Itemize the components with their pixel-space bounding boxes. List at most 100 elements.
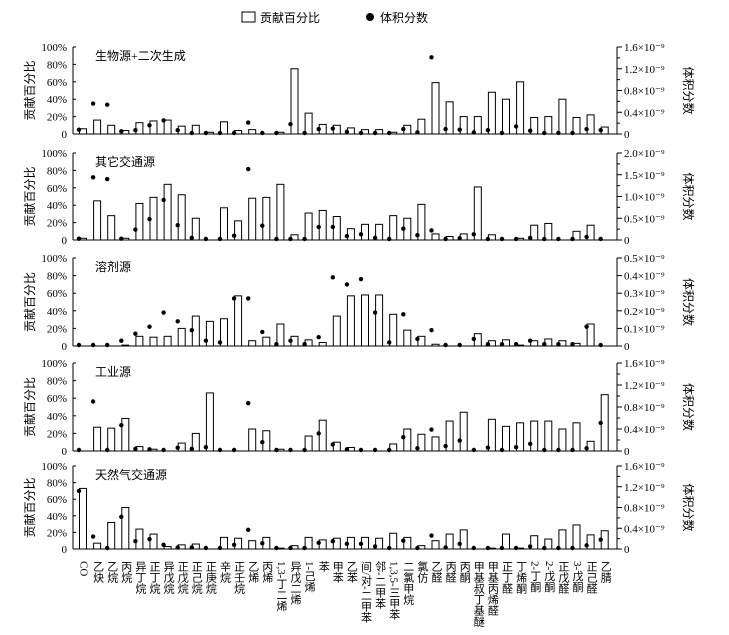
dot-氯仿 [415, 545, 420, 551]
dot-乙醛 [429, 533, 434, 538]
legend-dot-swatch [366, 13, 374, 21]
dot-正丁烷 [147, 447, 152, 452]
dot-异戊烷 [161, 118, 166, 123]
dot-正庚烷 [203, 545, 209, 551]
bar-异丁烷 [135, 335, 144, 347]
bar-2-丁酮 [530, 224, 539, 241]
dot-丁烯酮 [513, 236, 519, 242]
right-tick-label: 2.0×10⁻⁹ [624, 148, 665, 160]
dot-正丁烷 [147, 216, 152, 222]
x-tick-label: 甲基丙烯醛 [486, 561, 499, 616]
dot-3-戊酮 [570, 130, 575, 136]
x-tick-label: 甲基叔丁基醚 [472, 561, 485, 627]
dot-丙醛 [443, 236, 448, 242]
dot-正己烷 [189, 327, 194, 333]
bar-正丁醛 [502, 425, 510, 452]
dot-乙醛 [429, 427, 434, 432]
right-tick-label: 1.6×10⁻⁹ [624, 358, 665, 370]
dot-辛烷 [217, 545, 223, 551]
bar-甲基丙烯醛 [487, 418, 496, 452]
dot-间/对-二甲苯 [358, 541, 364, 547]
dot-间/对-二甲苯 [358, 130, 364, 136]
dot-正庚烷 [203, 236, 209, 242]
dot-1,3-丁二烯 [274, 342, 279, 347]
bar-正丁醛 [502, 533, 510, 550]
bar-3-戊酮 [572, 230, 581, 241]
x-tick-label: 氯仿 [415, 561, 428, 583]
bar-2-戊酮 [544, 538, 553, 550]
x-tick-label: 异戊烷 [162, 561, 175, 594]
bar-甲苯 [332, 315, 341, 347]
dot-正丁醛 [499, 545, 505, 551]
dot-丁烯酮 [513, 342, 519, 347]
bar-丙酮 [459, 529, 468, 550]
left-tick-label: 100% [41, 42, 67, 54]
x-tick-label: 3-戊酮 [571, 561, 583, 593]
right-tick-label: 0 [624, 544, 630, 556]
bar-正己烷 [191, 217, 200, 241]
dot-丙酮 [457, 127, 462, 132]
bar-乙烯 [248, 197, 257, 241]
bar-甲苯 [332, 537, 341, 550]
left-tick-label: 100% [41, 148, 67, 160]
right-tick-label: 0.8×10⁻⁹ [624, 86, 665, 98]
dot-邻-二甲苯 [372, 544, 378, 549]
x-tick-label: 甲苯 [331, 561, 344, 583]
left-tick-label: 0 [62, 341, 68, 353]
dot-苯 [316, 431, 321, 436]
right-tick-label: 0 [624, 341, 630, 353]
bar-丙酮 [459, 411, 468, 452]
bar-异丁烷 [135, 528, 144, 550]
dot-甲基丙烯醛 [485, 445, 491, 450]
bar-氯仿 [417, 335, 426, 347]
dot-正丁醛 [499, 130, 505, 136]
bar-甲苯 [332, 441, 341, 452]
dot-丁烯酮 [513, 444, 519, 450]
left-tick-label: 80% [47, 376, 67, 388]
dot-正戊醛 [556, 130, 561, 136]
dot-1-己烯 [302, 545, 307, 551]
dot-邻-二甲苯 [372, 310, 378, 315]
left-tick-label: 20% [47, 323, 67, 335]
bar-乙烷 [107, 215, 116, 241]
left-tick-label: 0 [62, 446, 68, 458]
dot-2-戊酮 [542, 342, 547, 347]
bar-丙醛 [445, 101, 454, 135]
dot-CO [76, 488, 82, 494]
dot-乙苯 [344, 282, 350, 287]
dot-乙烷 [105, 102, 110, 107]
dot-辛烷 [217, 130, 223, 136]
x-tick-label: 辛烷 [218, 561, 231, 583]
x-tick-label: 间/对-二甲苯 [359, 561, 372, 623]
bar-异戊烷 [163, 119, 172, 135]
left-tick-label: 100% [41, 253, 67, 265]
dot-1-己烯 [302, 447, 307, 453]
dot-正壬烷 [231, 233, 237, 238]
dot-丙烯 [260, 541, 265, 546]
bar-正戊醛 [558, 428, 567, 452]
right-tick-label: 0.3×10⁻⁹ [624, 288, 665, 300]
bar-间/对-二甲苯 [361, 223, 369, 241]
dot-二氯甲烷 [401, 312, 406, 317]
dot-1,3,5-三甲苯 [387, 130, 392, 136]
dot-CO [76, 447, 82, 453]
dot-正己醛 [584, 446, 589, 451]
dot-甲基丙烯醛 [485, 236, 491, 242]
dot-异丁烷 [133, 331, 138, 336]
bar-1,3-丁二烯 [276, 323, 285, 347]
dot-正己烷 [189, 130, 194, 136]
dot-正己醛 [584, 234, 589, 240]
bar-正己醛 [586, 323, 595, 347]
dot-甲基叔丁基醚 [471, 447, 476, 453]
dot-正丁烷 [147, 123, 152, 128]
dot-1-己烯 [302, 236, 307, 242]
bar-乙醛 [431, 540, 440, 550]
dot-正壬烷 [231, 542, 237, 548]
dot-乙烷 [105, 545, 110, 551]
dot-正丁醛 [499, 236, 505, 242]
x-tick-label: 1,3-丁二烯 [274, 561, 287, 612]
dot-异戊二烯 [288, 338, 293, 343]
dot-氯仿 [415, 336, 420, 342]
left-axis-title: 贡献百分比 [22, 60, 37, 120]
dot-正丁醛 [499, 447, 505, 453]
